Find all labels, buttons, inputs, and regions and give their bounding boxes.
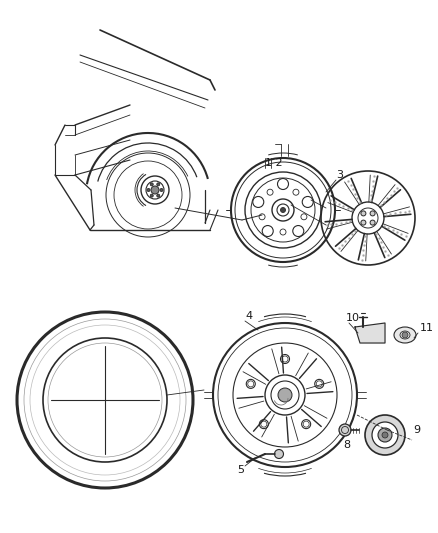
Circle shape: [278, 179, 289, 190]
Polygon shape: [355, 323, 385, 343]
Circle shape: [382, 432, 388, 438]
Circle shape: [147, 189, 150, 191]
Circle shape: [339, 424, 351, 436]
Text: 9: 9: [413, 425, 420, 435]
Circle shape: [275, 449, 283, 458]
Circle shape: [157, 194, 160, 197]
Circle shape: [302, 419, 311, 429]
Circle shape: [160, 189, 163, 191]
Text: 10: 10: [346, 313, 360, 323]
Ellipse shape: [394, 327, 416, 343]
Circle shape: [378, 428, 392, 442]
Circle shape: [150, 194, 153, 197]
Circle shape: [280, 354, 290, 364]
Circle shape: [361, 220, 366, 225]
Circle shape: [370, 211, 375, 216]
Circle shape: [253, 197, 264, 207]
Circle shape: [278, 388, 292, 402]
Circle shape: [150, 183, 153, 186]
Circle shape: [293, 225, 304, 237]
Circle shape: [402, 332, 408, 338]
Circle shape: [280, 207, 286, 213]
Circle shape: [262, 225, 273, 237]
Text: 8: 8: [343, 440, 350, 450]
Circle shape: [302, 197, 313, 207]
Circle shape: [372, 422, 398, 448]
Circle shape: [246, 379, 255, 389]
Text: 4: 4: [245, 311, 252, 321]
Circle shape: [365, 415, 405, 455]
Circle shape: [151, 186, 159, 194]
Circle shape: [157, 183, 160, 186]
Circle shape: [315, 379, 324, 389]
Text: 5: 5: [237, 465, 244, 475]
Circle shape: [370, 220, 375, 225]
Text: 11: 11: [420, 323, 434, 333]
Text: 1 2: 1 2: [265, 158, 283, 168]
Circle shape: [361, 211, 366, 216]
Circle shape: [259, 419, 268, 429]
Text: 3: 3: [336, 170, 343, 180]
